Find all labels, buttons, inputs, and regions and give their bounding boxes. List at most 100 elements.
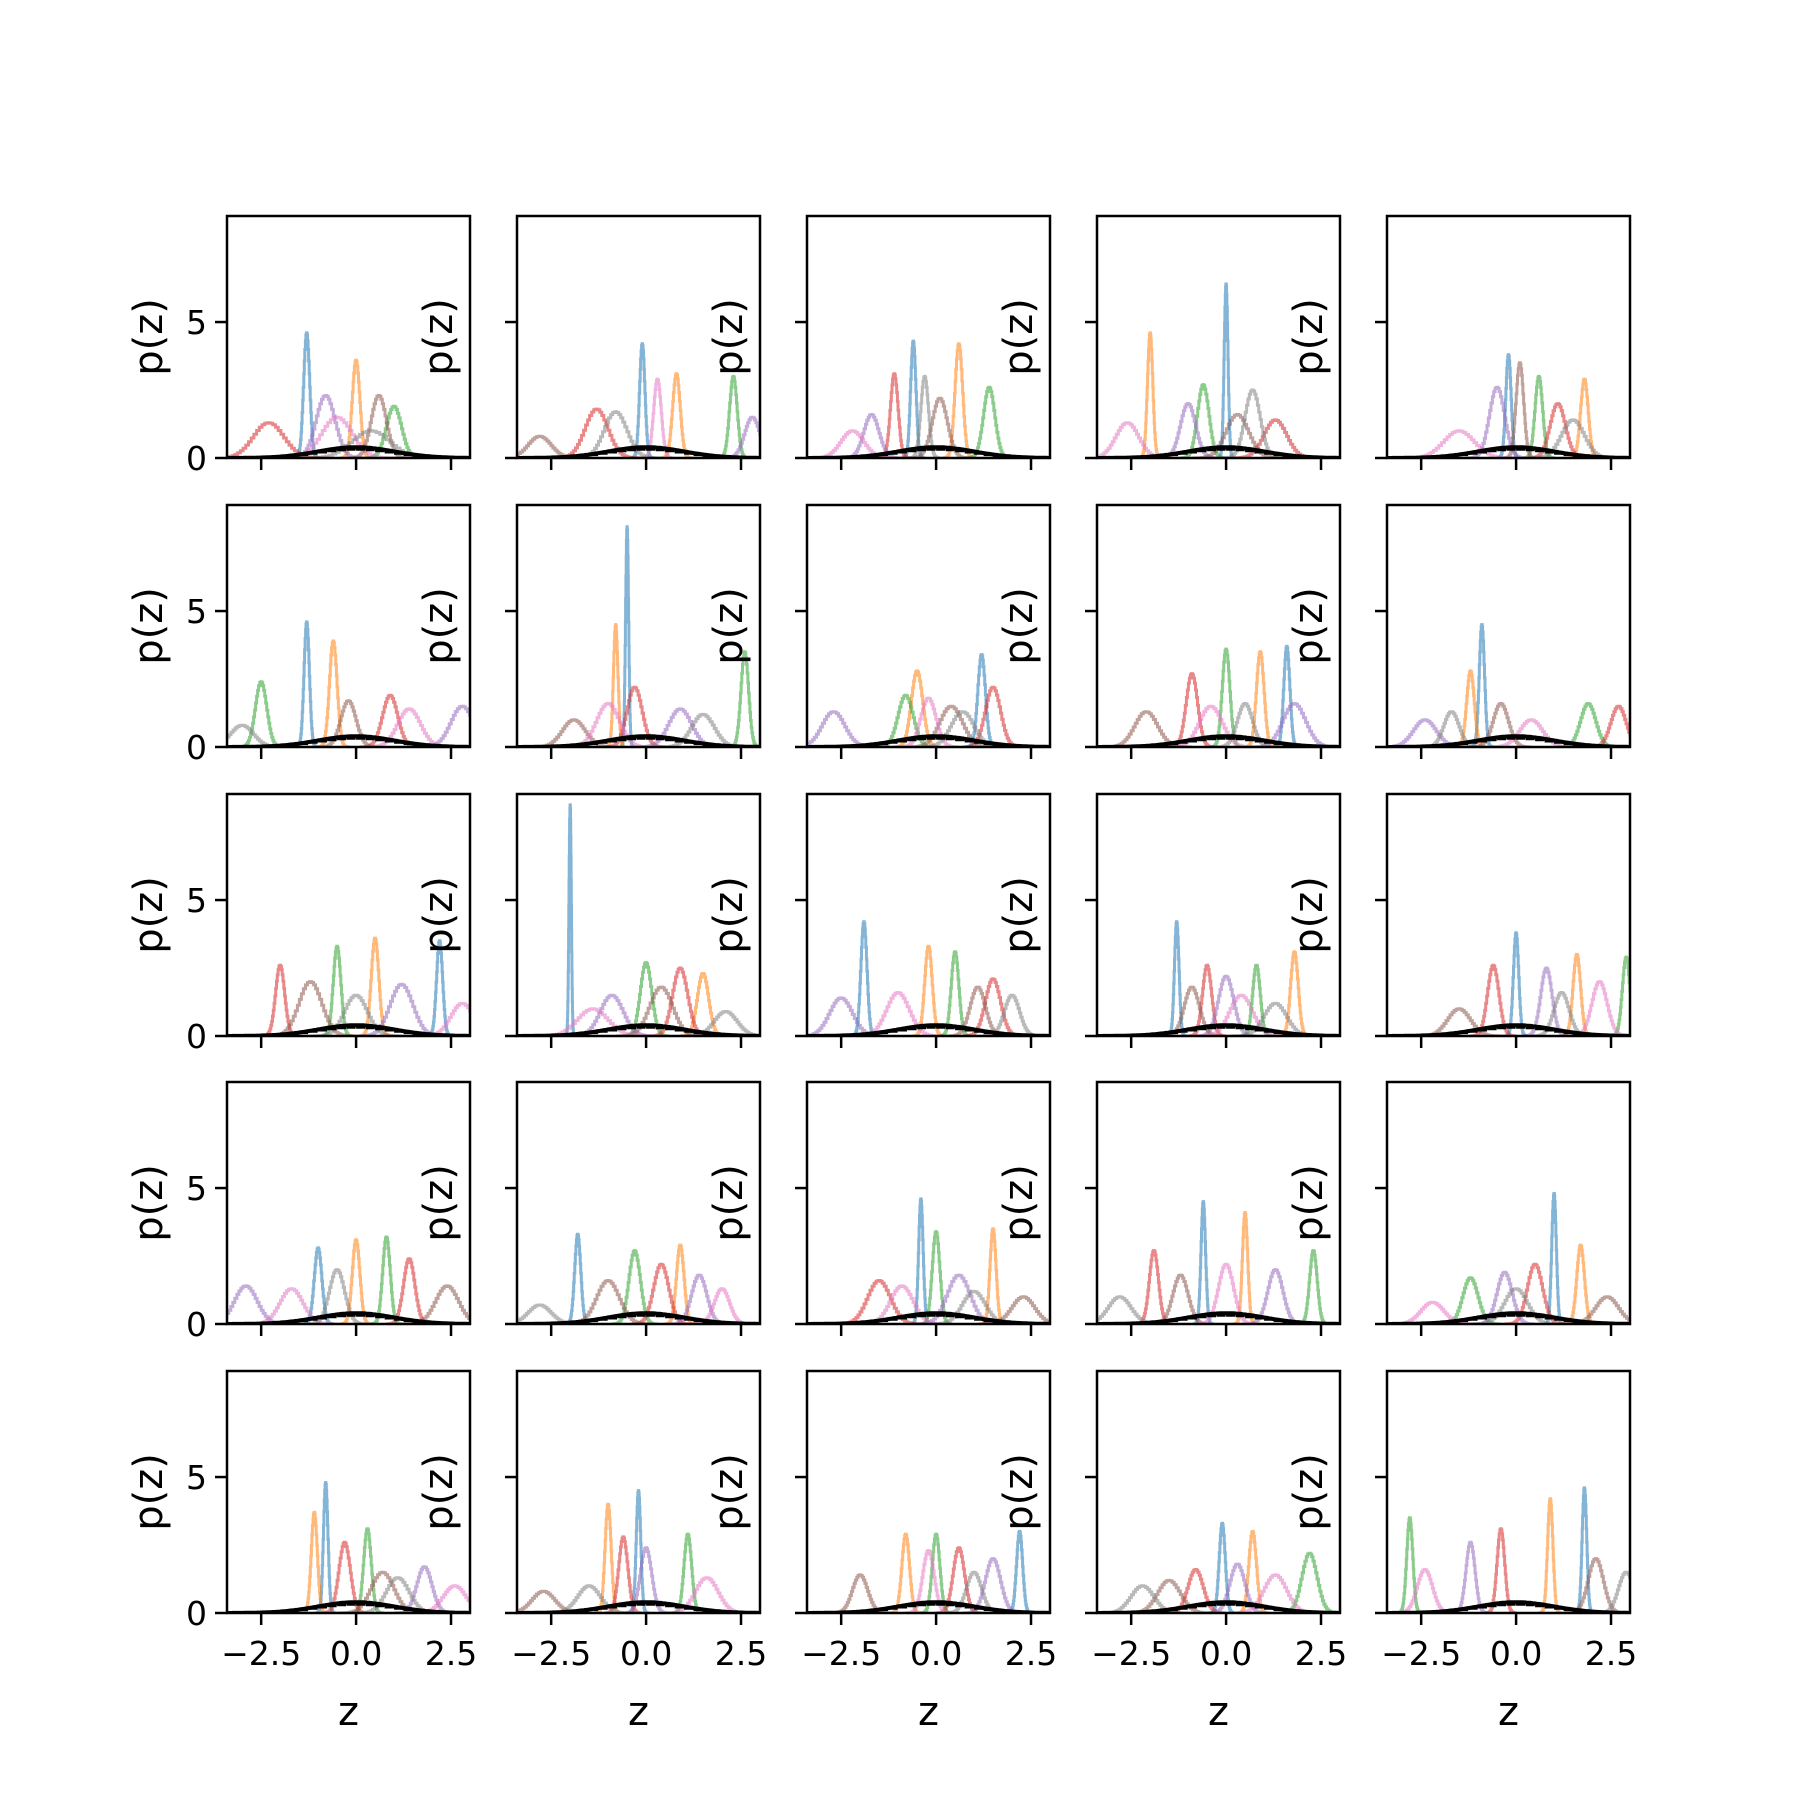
x-tick-label: 0.0 bbox=[910, 1634, 962, 1673]
x-tick-label: 2.5 bbox=[1585, 1634, 1637, 1673]
histogram-series-4 bbox=[1484, 1527, 1517, 1613]
plot-area bbox=[1097, 644, 1340, 747]
y-tick-label: 5 bbox=[186, 881, 207, 920]
x-tick-label: −2.5 bbox=[511, 1634, 591, 1673]
histogram-series-4 bbox=[321, 1540, 368, 1613]
axes-frame bbox=[1385, 1080, 1632, 1326]
x-tick-label: 0.0 bbox=[330, 1634, 382, 1673]
histogram-series-8 bbox=[310, 993, 402, 1036]
plot-area bbox=[517, 1489, 760, 1613]
x-tick-label: 0.0 bbox=[620, 1634, 672, 1673]
panel-2-5: zp(z) bbox=[1286, 503, 1632, 869]
axes-frame bbox=[515, 214, 762, 460]
axes-frame bbox=[1385, 1369, 1632, 1615]
x-tick-label: 0.0 bbox=[1490, 1634, 1542, 1673]
histogram-series-3 bbox=[1180, 383, 1227, 458]
histogram-series-6 bbox=[905, 704, 997, 747]
panel-2-2: zp(z) bbox=[416, 503, 762, 869]
y-axis-label: p(z) bbox=[126, 1453, 172, 1531]
panel-4-5: zp(z) bbox=[1286, 1080, 1632, 1446]
y-axis-label: p(z) bbox=[126, 876, 172, 954]
y-axis-label: p(z) bbox=[996, 1164, 1042, 1242]
panel-2-4: zp(z) bbox=[996, 503, 1342, 869]
y-axis-label: p(z) bbox=[1286, 587, 1332, 665]
x-axis-label: z bbox=[918, 1689, 939, 1735]
histogram-series-7 bbox=[1165, 704, 1257, 747]
histogram-series-1 bbox=[1217, 282, 1236, 458]
y-axis-label: p(z) bbox=[1286, 876, 1332, 954]
y-axis-label: p(z) bbox=[416, 298, 462, 376]
histogram-series-5 bbox=[1207, 1562, 1268, 1613]
y-axis-label: p(z) bbox=[126, 298, 172, 376]
y-axis-label: p(z) bbox=[706, 298, 752, 376]
axes-frame bbox=[1095, 1080, 1342, 1326]
axes-frame bbox=[1385, 214, 1632, 460]
panel-3-4: zp(z) bbox=[996, 792, 1342, 1158]
histogram-series-8 bbox=[908, 374, 941, 458]
axes-frame bbox=[225, 503, 472, 749]
histogram-series-2 bbox=[340, 1238, 373, 1324]
y-tick-label: 0 bbox=[186, 728, 207, 767]
histogram-series-6 bbox=[909, 396, 971, 458]
histogram-series-7 bbox=[898, 696, 959, 747]
axes-frame bbox=[515, 1369, 762, 1615]
panel-4-4: zp(z) bbox=[996, 1080, 1342, 1446]
y-axis-label: p(z) bbox=[126, 587, 172, 665]
histogram-series-2 bbox=[942, 342, 976, 458]
axes-background bbox=[1387, 1082, 1630, 1324]
y-tick-label: 5 bbox=[186, 303, 207, 342]
axes-background bbox=[517, 1082, 760, 1324]
panel-4-3: zp(z) bbox=[706, 1080, 1052, 1446]
axes-frame bbox=[1095, 214, 1342, 460]
x-tick-label: −2.5 bbox=[1381, 1634, 1461, 1673]
axes-frame bbox=[1095, 1369, 1342, 1615]
y-axis-label: p(z) bbox=[1286, 1453, 1332, 1531]
y-axis-label: p(z) bbox=[996, 298, 1042, 376]
axes-background bbox=[807, 505, 1050, 747]
histogram-series-2 bbox=[316, 639, 350, 747]
y-tick-label: 5 bbox=[186, 1169, 207, 1208]
histogram-series-5 bbox=[622, 1546, 670, 1613]
histogram-series-4 bbox=[1504, 1262, 1566, 1324]
histogram-series-7 bbox=[1195, 993, 1287, 1036]
histogram-series-4 bbox=[1470, 963, 1517, 1036]
axes-background bbox=[1387, 216, 1630, 458]
panel-5-3: −2.5 0.0 2.5 z p(z) bbox=[706, 1369, 1057, 1735]
x-tick-label: 2.5 bbox=[1295, 1634, 1347, 1673]
axes-frame bbox=[805, 214, 1052, 460]
histogram-series-8 bbox=[306, 1268, 368, 1324]
panel-4-2: zp(z) bbox=[416, 1080, 762, 1446]
y-axis-label: p(z) bbox=[126, 1164, 172, 1242]
axes-frame bbox=[805, 1080, 1052, 1326]
histogram-series-2 bbox=[1236, 1529, 1269, 1613]
axes-frame bbox=[515, 503, 762, 749]
y-axis-label: p(z) bbox=[706, 1453, 752, 1531]
histogram-series-6 bbox=[1503, 361, 1536, 458]
panel-5-4: −2.5 0.0 2.5 z p(z) bbox=[996, 1369, 1347, 1735]
axes-frame bbox=[1385, 792, 1632, 1038]
axes-frame bbox=[225, 1369, 472, 1615]
x-tick-label: −2.5 bbox=[801, 1634, 881, 1673]
y-axis-label: p(z) bbox=[416, 1453, 462, 1531]
histogram-series-5 bbox=[1466, 385, 1528, 458]
panel-3-1: 05zp(z) bbox=[126, 792, 472, 1158]
axes-frame bbox=[805, 1369, 1052, 1615]
y-tick-label: 0 bbox=[186, 1305, 207, 1344]
axes-frame bbox=[805, 792, 1052, 1038]
panels-layer: 05zp(z)zp(z)zp(z)zp(z)zp(z)05zp(z)zp(z)z… bbox=[126, 214, 1637, 1735]
y-axis-label: p(z) bbox=[706, 587, 752, 665]
x-axis-label: z bbox=[338, 1689, 359, 1735]
axes-background bbox=[1387, 794, 1630, 1036]
panel-3-3: zp(z) bbox=[706, 792, 1052, 1158]
axes-frame bbox=[805, 503, 1052, 749]
axes-frame bbox=[225, 214, 472, 460]
y-tick-label: 5 bbox=[186, 592, 207, 631]
panel-2-1: 05zp(z) bbox=[126, 503, 472, 869]
y-axis-label: p(z) bbox=[996, 876, 1042, 954]
histogram-series-7 bbox=[1195, 1262, 1257, 1324]
histogram-series-8 bbox=[1214, 702, 1276, 747]
y-axis-label: p(z) bbox=[1286, 1164, 1332, 1242]
x-tick-label: 2.5 bbox=[1005, 1634, 1057, 1673]
y-tick-label: 0 bbox=[186, 1017, 207, 1056]
